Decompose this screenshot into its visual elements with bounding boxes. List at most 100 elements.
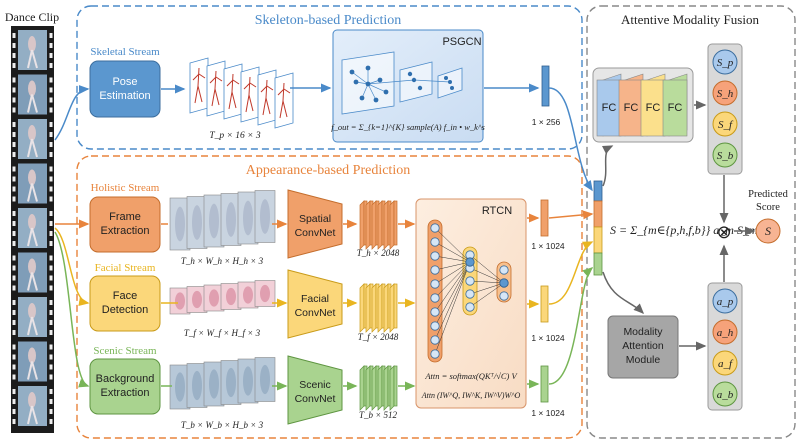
weight-column xyxy=(707,282,743,411)
skeleton-feature-vector xyxy=(541,65,550,107)
face-detection-line-2: Detection xyxy=(102,304,148,316)
skeletal-stream-label: Skeletal Stream xyxy=(90,46,160,58)
fc-layer-label: FC xyxy=(624,102,639,114)
fc-layer xyxy=(662,79,688,137)
facial-frame-stack xyxy=(169,280,276,315)
attn-formula-2: Attn (IW^Q, IW^K, IW^V)W^O xyxy=(421,391,521,400)
pose-estimation-line-1: Pose xyxy=(112,76,137,88)
facial-conv-dim: T_f × 2048 xyxy=(358,332,399,342)
fc-layer-label: FC xyxy=(602,102,617,114)
background-extraction-line-2: Extraction xyxy=(101,387,150,399)
fc-layer xyxy=(618,79,644,137)
pose-estimation-line-2: Estimation xyxy=(99,90,150,102)
score-column xyxy=(707,43,743,175)
skeleton-frame xyxy=(274,72,294,129)
holistic-output-vector xyxy=(540,199,549,237)
holistic-output-dim: 1 × 1024 xyxy=(531,241,565,251)
scenic-convnet-line-1: Scenic xyxy=(299,379,331,391)
otimes-symbol: ⊗ xyxy=(716,222,731,242)
modality-circle xyxy=(712,80,738,106)
modality-circle xyxy=(712,381,738,407)
modality-circle-label: S_p xyxy=(717,57,734,69)
holistic-temporal-features xyxy=(359,200,398,250)
skeleton-frame xyxy=(240,66,260,123)
scenic-frame-stack xyxy=(169,357,276,410)
fusion-sum-formula: S = Σ_{m∈{p,h,f,b}} a_m S_m xyxy=(610,223,758,237)
rtcn-network-illustration xyxy=(427,219,512,363)
modality-circle xyxy=(712,288,738,314)
fc-layer xyxy=(640,79,666,137)
modality-circle-label: a_p xyxy=(717,296,734,308)
scenic-output-dim: 1 × 1024 xyxy=(531,408,565,418)
skeleton-feature-dim: 1 × 256 xyxy=(532,117,561,127)
facial-convnet xyxy=(287,269,343,339)
psgcn-formula: f_out = Σ_{k=1}^{K} sample(A) f_in • w_k… xyxy=(331,122,485,132)
holistic-conv-dim: T_h × 2048 xyxy=(357,248,400,258)
fc-layer-label: FC xyxy=(646,102,661,114)
facial-frames-dim: T_f × W_f × H_f × 3 xyxy=(184,328,261,338)
appearance-branch-title: Appearance-based Prediction xyxy=(246,163,410,178)
rtcn-title: RTCN xyxy=(482,205,512,217)
pose-estimation-box xyxy=(89,60,161,118)
scenic-frames-dim: T_b × W_b × H_b × 3 xyxy=(181,420,264,430)
frame-extraction-line-2: Extraction xyxy=(101,225,150,237)
predicted-label-line-2: Score xyxy=(756,202,780,213)
holistic-frame-stack xyxy=(169,190,276,251)
facial-temporal-features xyxy=(359,283,398,333)
face-detection-line-1: Face xyxy=(113,290,137,302)
background-extraction-line-1: Background xyxy=(96,373,155,385)
facial-output-vector xyxy=(540,285,549,323)
frame-extraction-line-1: Frame xyxy=(109,211,141,223)
modality-circle-label: S_f xyxy=(718,119,734,131)
weight-circles: a_p a_h a_f a_b xyxy=(712,288,738,407)
predicted-label-line-1: Predicted xyxy=(748,189,788,200)
predicted-score-circle xyxy=(755,218,781,244)
facial-stream-label: Facial Stream xyxy=(95,262,156,274)
modality-circle xyxy=(712,350,738,376)
fusion-container xyxy=(586,5,796,439)
spatial-convnet xyxy=(287,189,343,259)
scenic-temporal-features xyxy=(359,365,398,411)
scenic-stream-label: Scenic Stream xyxy=(93,345,157,357)
background-extraction-box xyxy=(89,358,161,415)
fc-layers: FC FC FC FC xyxy=(596,73,688,137)
modality-circle-label: a_b xyxy=(717,389,734,401)
attention-module-line-1: Modality xyxy=(623,326,663,338)
fc-layer-label: FC xyxy=(668,102,683,114)
spatial-convnet-line-2: ConvNet xyxy=(295,227,336,239)
scenic-output-vector xyxy=(540,365,549,403)
facial-output-dim: 1 × 1024 xyxy=(531,333,565,343)
attn-formula-1: Attn = softmax(QKᵀ/√C) V xyxy=(424,371,518,381)
modality-circle-label: S_h xyxy=(717,88,734,100)
holistic-frames-dim: T_h × W_h × H_h × 3 xyxy=(181,256,264,266)
facial-convnet-line-2: ConvNet xyxy=(295,307,336,319)
film-strip xyxy=(11,26,54,433)
modality-circle xyxy=(712,142,738,168)
modality-circle xyxy=(712,319,738,345)
dance-clip-label: Dance Clip xyxy=(5,10,59,24)
skeleton-frame xyxy=(206,60,226,117)
predicted-score-symbol: S xyxy=(765,224,771,238)
appearance-branch-container xyxy=(76,155,583,439)
skeleton-frame xyxy=(257,69,277,126)
skeleton-frames xyxy=(189,57,294,129)
modality-circle-label: a_h xyxy=(717,327,734,339)
modality-circle-label: S_b xyxy=(717,150,734,162)
face-detection-box xyxy=(89,275,161,332)
psgcn-graph-illustration xyxy=(341,51,463,115)
connectors xyxy=(54,83,756,391)
spatial-convnet-line-1: Spatial xyxy=(299,213,331,225)
fusion-title: Attentive Modality Fusion xyxy=(621,12,759,27)
attention-module-line-3: Module xyxy=(626,354,661,366)
score-circles: S_p S_h S_f S_b xyxy=(712,49,738,168)
psgcn-title: PSGCN xyxy=(442,36,481,48)
modality-circle-label: a_f xyxy=(718,358,734,370)
facial-convnet-line-1: Facial xyxy=(301,293,329,305)
modality-circle xyxy=(712,111,738,137)
skeleton-frame xyxy=(223,63,243,120)
pose-dim-label: T_p × 16 × 3 xyxy=(209,131,261,141)
scenic-convnet xyxy=(287,355,343,425)
modality-attention-module xyxy=(607,315,679,379)
fc-layer xyxy=(596,79,622,137)
frame-extraction-box xyxy=(89,196,161,253)
